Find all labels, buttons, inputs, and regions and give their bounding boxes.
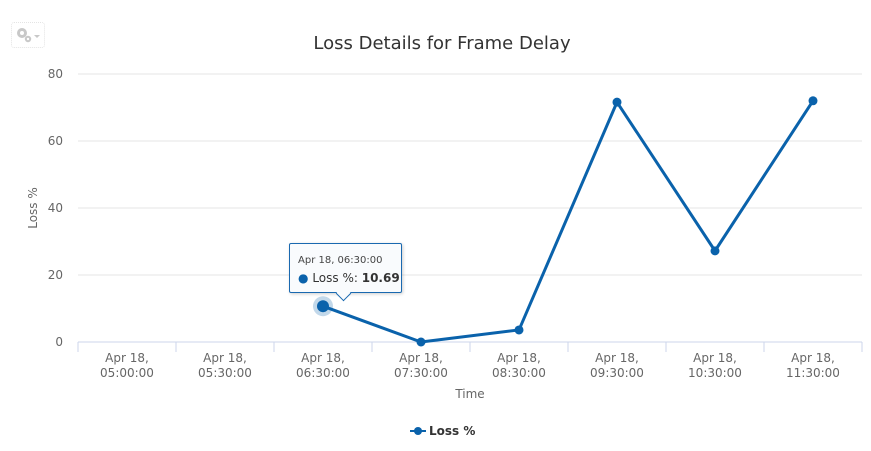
x-axis-title: Time [454, 387, 484, 401]
y-tick-label: 0 [55, 335, 63, 349]
x-tick-label: Apr 18, 08:30:00 [492, 351, 546, 380]
chart-title: Loss Details for Frame Delay [313, 33, 571, 54]
data-point [416, 337, 426, 347]
y-axis-title: Loss % [26, 187, 40, 229]
x-tick-label: Apr 18, 05:30:00 [198, 351, 252, 380]
y-tick-label: 20 [48, 268, 63, 282]
x-tick-label: Apr 18, 09:30:00 [590, 351, 644, 380]
x-tick-label: Apr 18, 10:30:00 [688, 351, 742, 380]
tooltip-marker: ● [298, 271, 309, 285]
y-tick-label: 80 [48, 67, 63, 81]
tooltip-value: 10.69 [361, 271, 400, 285]
gear-icon [17, 28, 40, 43]
data-point [514, 325, 524, 335]
y-tick-label: 40 [48, 201, 63, 215]
legend-label: Loss % [429, 424, 475, 438]
tooltip: Apr 18, 06:30:00 ● Loss %: 10.69 [289, 243, 402, 302]
x-tick-label: Apr 18, 05:00:00 [100, 351, 154, 380]
chart-menu-button[interactable] [11, 22, 45, 48]
tooltip-label: Loss %: [312, 271, 362, 285]
x-tick-label: Apr 18, 06:30:00 [296, 351, 350, 380]
series-line [322, 99, 815, 344]
y-tick-label: 60 [48, 134, 63, 148]
data-point [808, 96, 818, 106]
x-tick-label: Apr 18, 07:30:00 [394, 351, 448, 380]
data-point [710, 246, 720, 256]
legend-item[interactable]: Loss % [410, 424, 475, 438]
data-point [317, 300, 329, 313]
tooltip-header: Apr 18, 06:30:00 [298, 255, 383, 266]
tooltip-body: ● Loss %: 10.69 [298, 271, 400, 285]
data-point [612, 97, 622, 107]
x-tick-label: Apr 18, 11:30:00 [786, 351, 840, 380]
legend-marker [414, 427, 422, 435]
